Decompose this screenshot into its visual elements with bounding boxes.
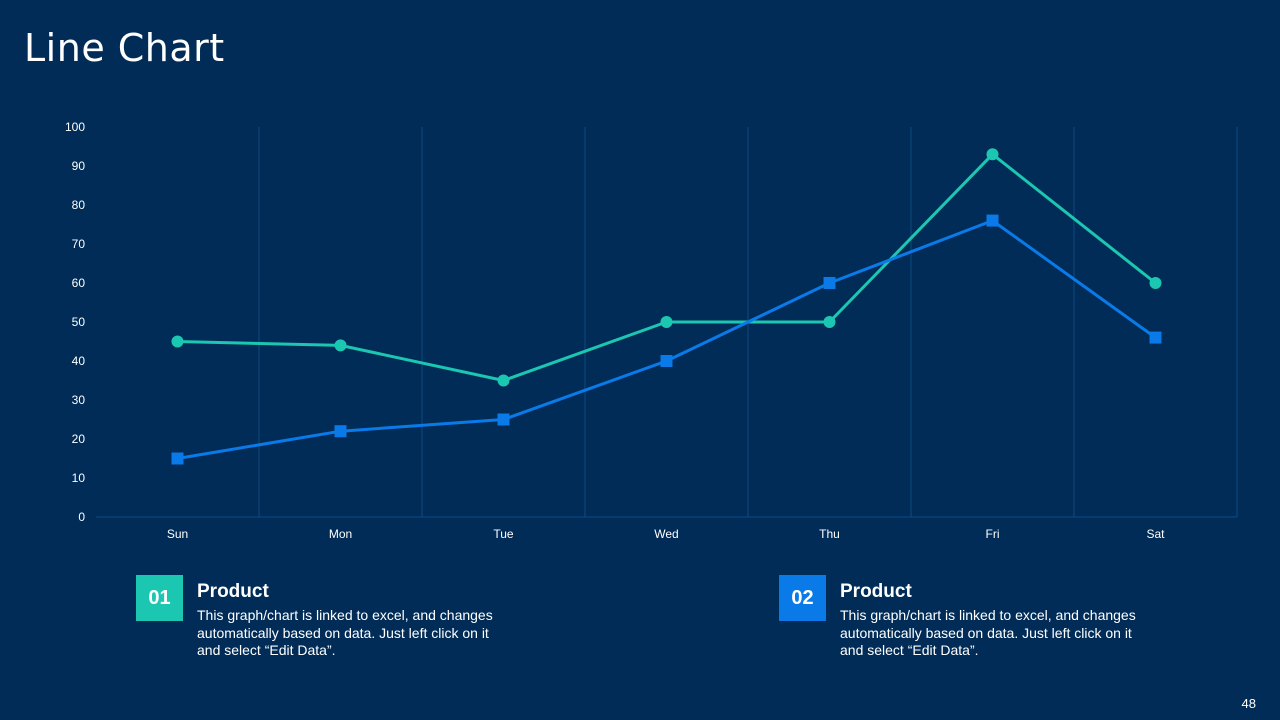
legend-number-badge: 01: [136, 575, 183, 621]
legend-item-02: 02 Product This graph/chart is linked to…: [779, 575, 1139, 665]
y-tick-label: 40: [72, 354, 86, 368]
series-1[interactable]: [171, 148, 1162, 387]
data-point[interactable]: [171, 335, 184, 348]
y-axis-ticks: 0 10 20 30 40 50 60 70 80 90 100: [65, 120, 85, 524]
data-point[interactable]: [1149, 331, 1162, 344]
y-tick-label: 30: [72, 393, 86, 407]
data-point[interactable]: [660, 316, 673, 328]
x-tick-label: Fri: [986, 527, 1000, 541]
legend-heading: Product: [197, 581, 269, 602]
y-tick-label: 0: [78, 510, 85, 524]
legend-heading: Product: [840, 581, 912, 602]
data-point[interactable]: [823, 277, 836, 289]
data-point[interactable]: [660, 355, 673, 367]
legend-item-01: 01 Product This graph/chart is linked to…: [136, 575, 496, 665]
data-point[interactable]: [497, 413, 510, 426]
page-number: 48: [1241, 696, 1256, 711]
x-tick-label: Wed: [654, 527, 678, 541]
data-point[interactable]: [986, 214, 999, 227]
legend-description: This graph/chart is linked to excel, and…: [197, 607, 493, 658]
legend-number-badge: 02: [779, 575, 826, 621]
slide-title: Line Chart: [24, 26, 225, 70]
series-line: [177, 152, 1157, 382]
data-point[interactable]: [334, 425, 347, 438]
x-tick-label: Tue: [493, 527, 514, 541]
y-tick-label: 20: [72, 432, 86, 446]
x-tick-label: Mon: [329, 527, 352, 541]
y-tick-label: 50: [72, 315, 86, 329]
y-tick-label: 90: [72, 159, 86, 173]
data-point[interactable]: [986, 148, 999, 161]
series-2[interactable]: [171, 214, 1162, 465]
data-point[interactable]: [1149, 277, 1162, 289]
y-tick-label: 80: [72, 198, 86, 212]
data-point[interactable]: [334, 339, 347, 352]
x-axis-ticks: Sun Mon Tue Wed Thu Fri Sat: [167, 527, 1165, 541]
series-line: [177, 219, 1157, 460]
y-tick-label: 100: [65, 120, 85, 134]
x-tick-label: Sat: [1146, 527, 1165, 541]
data-point[interactable]: [171, 452, 184, 465]
legend-description: This graph/chart is linked to excel, and…: [840, 607, 1136, 658]
x-tick-label: Thu: [819, 527, 840, 541]
data-point[interactable]: [497, 374, 510, 387]
chart-series[interactable]: [171, 148, 1162, 465]
y-tick-label: 70: [72, 237, 86, 251]
y-tick-label: 60: [72, 276, 86, 290]
chart-grid: [96, 127, 1238, 518]
data-point[interactable]: [823, 316, 836, 328]
y-tick-label: 10: [72, 471, 86, 485]
x-tick-label: Sun: [167, 527, 188, 541]
